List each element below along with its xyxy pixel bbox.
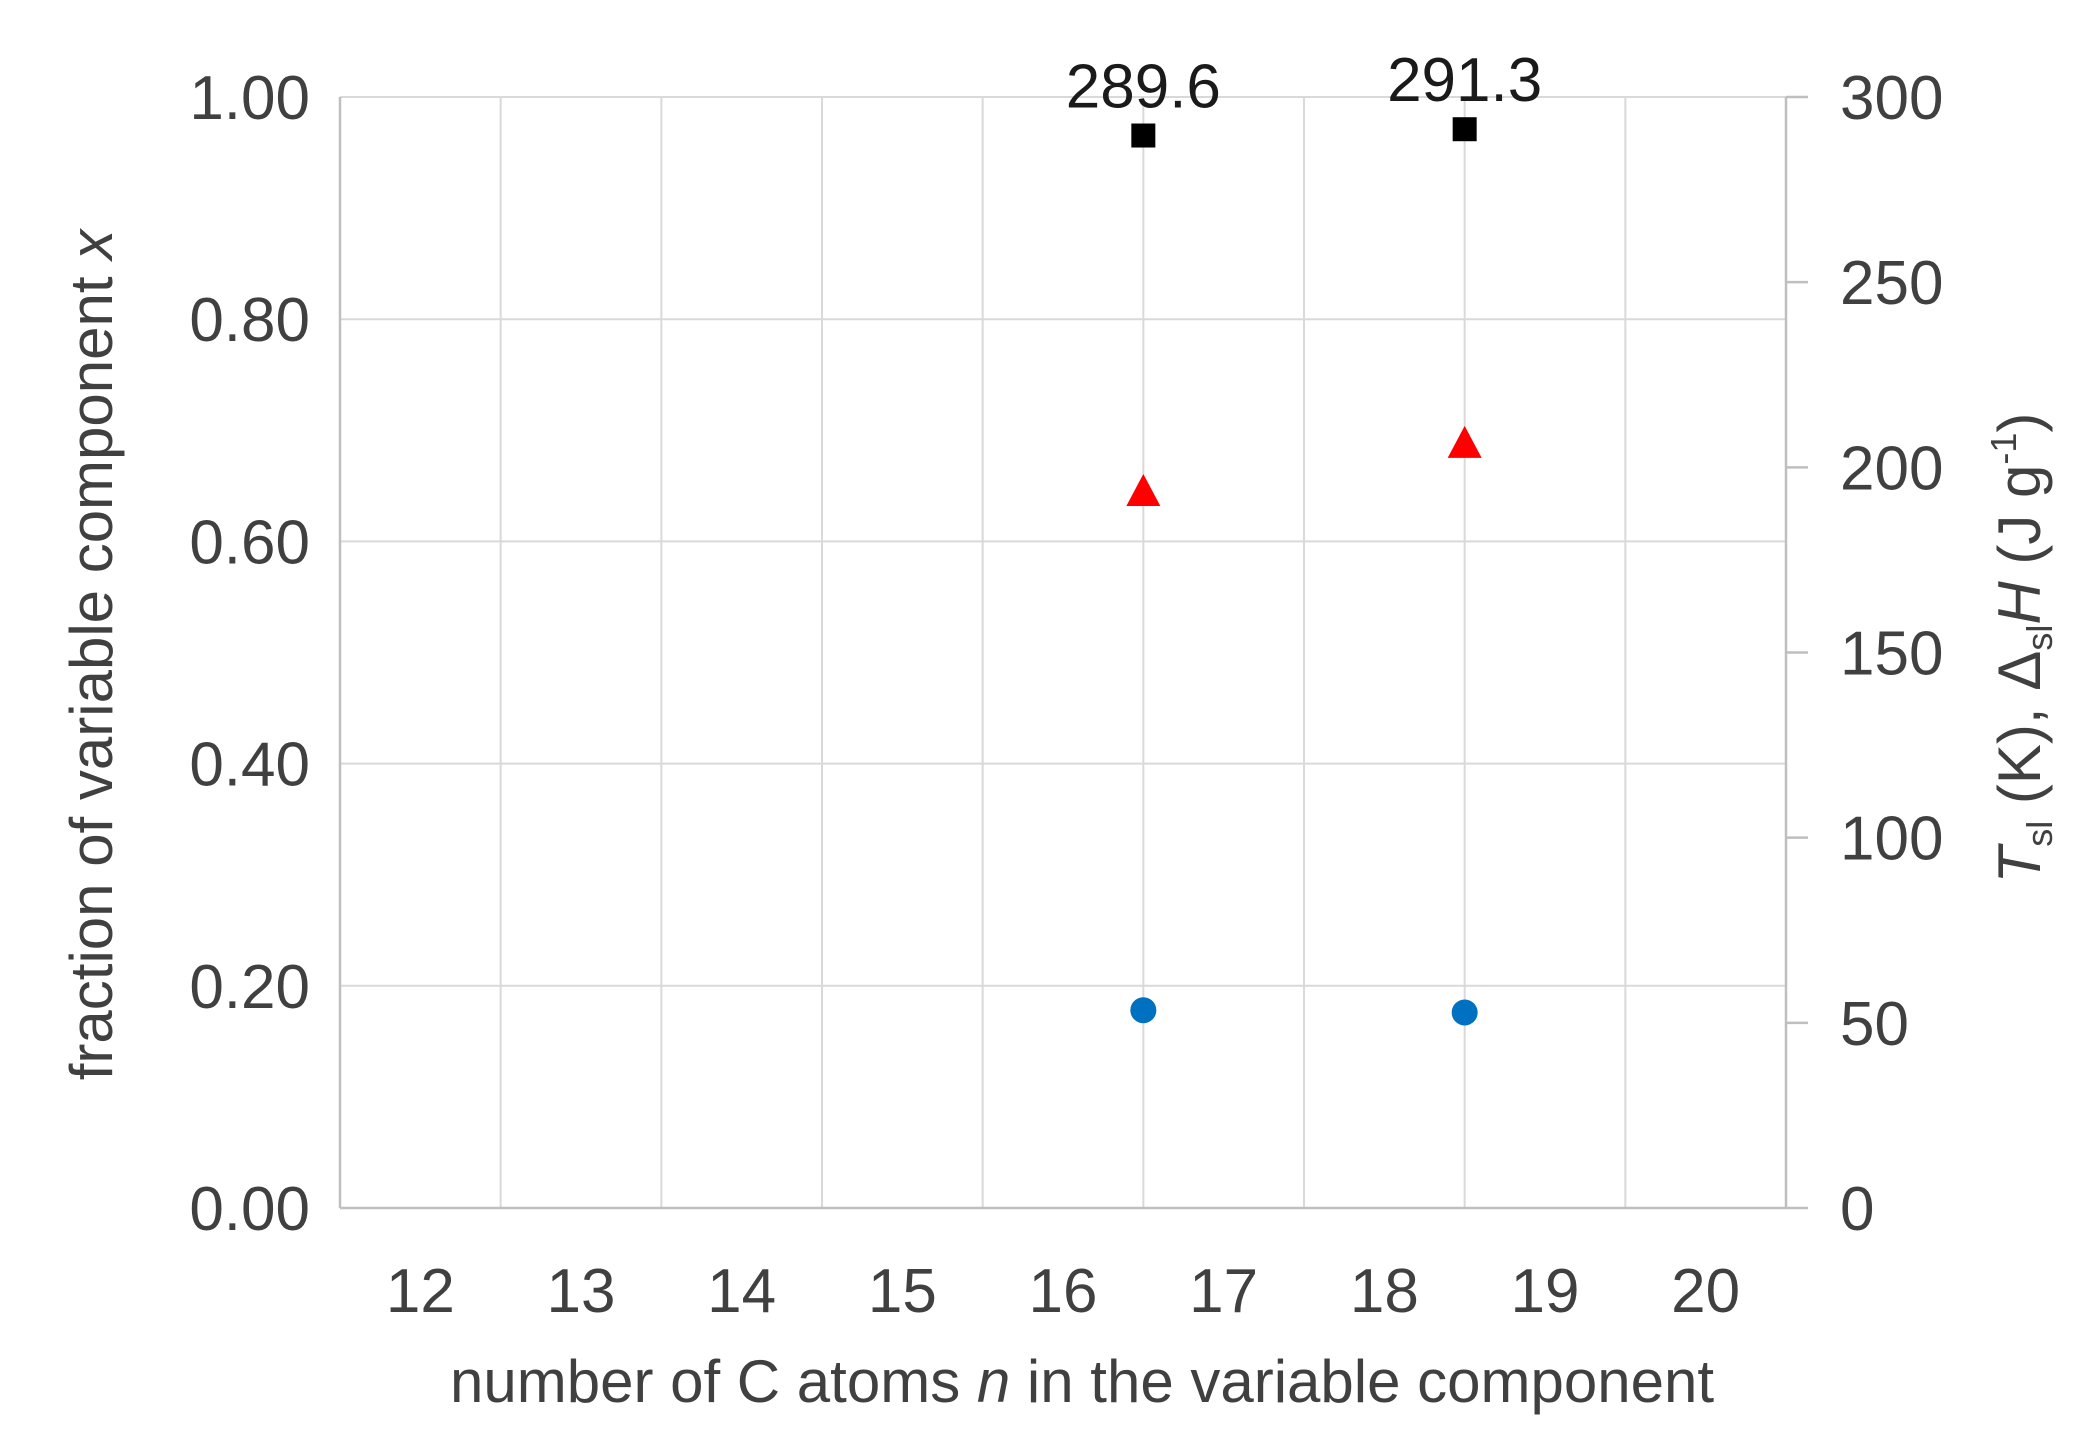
right-tick-label: 0 (1840, 1175, 1874, 1244)
x-tick-label: 17 (1189, 1257, 1258, 1326)
triangle-marker (1126, 474, 1161, 507)
square-marker (1131, 123, 1156, 148)
x-axis-ticks: 12 13 14 15 16 17 18 19 20 (386, 1257, 1740, 1326)
right-axis-ticks: 0 50 100 150 200 250 300 (1786, 64, 1943, 1244)
grid (339, 96, 1787, 1209)
x-tick-label: 20 (1671, 1257, 1740, 1326)
x-tick-label: 16 (1029, 1257, 1098, 1326)
x-tick-label: 12 (386, 1257, 455, 1326)
x-tick-label: 15 (868, 1257, 937, 1326)
x-axis-title: number of C atoms n in the variable comp… (450, 1348, 1714, 1415)
x-tick-label: 14 (707, 1257, 776, 1326)
right-axis-title: Tsl (K), ΔslH (J g-1) (1983, 413, 2060, 884)
left-tick-label: 0.80 (189, 286, 310, 355)
left-tick-label: 0.60 (189, 508, 310, 577)
right-tick-label: 50 (1840, 990, 1909, 1059)
left-tick-label: 0.00 (189, 1175, 310, 1244)
circle-marker (1130, 997, 1157, 1024)
x-tick-label: 19 (1511, 1257, 1580, 1326)
left-tick-label: 1.00 (189, 64, 310, 133)
right-tick-label: 300 (1840, 64, 1943, 133)
data-points: 289.6 291.3 (1066, 46, 1542, 1026)
circle-marker (1451, 999, 1478, 1026)
left-axis-ticks: 0.00 0.20 0.40 0.60 0.80 1.00 (189, 64, 310, 1244)
right-tick-label: 250 (1840, 249, 1943, 318)
right-tick-label: 200 (1840, 434, 1943, 503)
data-label: 291.3 (1387, 46, 1542, 115)
left-tick-label: 0.40 (189, 731, 310, 800)
right-tick-label: 100 (1840, 805, 1943, 874)
triangle-marker (1447, 425, 1482, 458)
x-tick-label: 13 (547, 1257, 616, 1326)
left-tick-label: 0.20 (189, 953, 310, 1022)
data-label: 289.6 (1066, 53, 1221, 122)
x-tick-label: 18 (1350, 1257, 1419, 1326)
square-marker (1452, 117, 1477, 142)
right-tick-label: 150 (1840, 620, 1943, 689)
axes (338, 97, 1788, 1210)
left-axis-title: fraction of variable component x (58, 228, 125, 1080)
